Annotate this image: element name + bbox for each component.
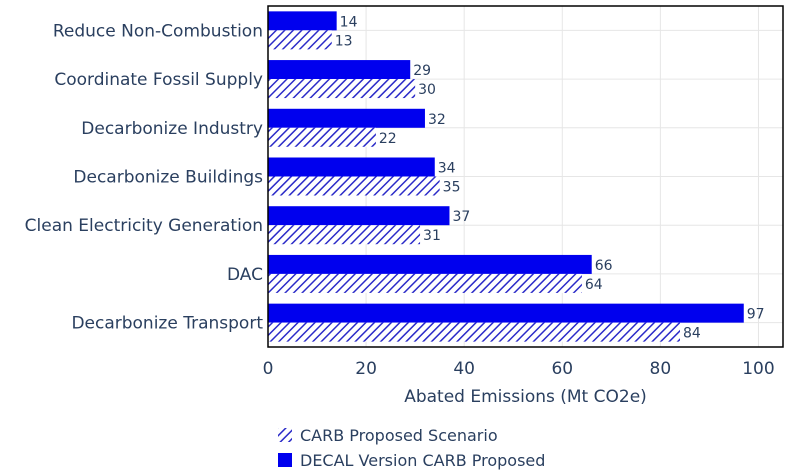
data-label: 29 xyxy=(413,63,431,79)
bar-decal xyxy=(268,206,450,226)
legend-swatch-solid xyxy=(278,453,292,467)
bar-decal xyxy=(268,303,744,323)
data-label: 66 xyxy=(595,258,613,274)
bar-decal xyxy=(268,157,435,177)
bar-decal xyxy=(268,60,411,80)
x-axis-title: Abated Emissions (Mt CO2e) xyxy=(404,387,647,407)
legend-item-carb-proposed-scenario: CARB Proposed Scenario xyxy=(278,426,498,445)
x-tick-label: 0 xyxy=(263,359,274,379)
data-label: 64 xyxy=(585,277,603,293)
data-labels: 14 13 29 30 32 22 34 35 37 31 66 64 97 84 xyxy=(335,14,765,341)
category-label: Coordinate Fossil Supply xyxy=(54,70,263,90)
bar-carb xyxy=(268,127,376,147)
bar-decal xyxy=(268,254,592,274)
data-label: 97 xyxy=(747,307,765,323)
bar-carb xyxy=(268,176,440,196)
data-label: 14 xyxy=(340,14,358,30)
category-label: Clean Electricity Generation xyxy=(25,216,263,236)
x-tick-label: 20 xyxy=(355,359,377,379)
data-label: 34 xyxy=(438,161,456,177)
bar-decal xyxy=(268,11,337,31)
bar-carb xyxy=(268,225,421,245)
category-label: DAC xyxy=(227,265,263,285)
x-tick-label: 60 xyxy=(551,359,573,379)
bar-carb xyxy=(268,30,332,50)
bar-carb xyxy=(268,273,582,293)
legend-item-decal-version-carb-proposed: DECAL Version CARB Proposed xyxy=(278,451,545,470)
data-label: 35 xyxy=(443,180,461,196)
bars xyxy=(268,11,744,342)
x-tick-label: 40 xyxy=(453,359,475,379)
data-label: 22 xyxy=(379,131,397,147)
category-label: Decarbonize Buildings xyxy=(73,168,263,188)
legend: CARB Proposed Scenario DECAL Version CAR… xyxy=(278,426,545,470)
data-label: 30 xyxy=(418,82,436,98)
category-label: Reduce Non-Combustion xyxy=(53,21,263,41)
bar-decal xyxy=(268,108,425,128)
data-label: 37 xyxy=(452,209,470,225)
category-label: Decarbonize Transport xyxy=(71,314,263,334)
bar-carb xyxy=(268,79,416,99)
x-tick-label: 100 xyxy=(742,359,774,379)
legend-label: DECAL Version CARB Proposed xyxy=(300,451,545,470)
data-label: 13 xyxy=(335,33,353,49)
category-label: Decarbonize Industry xyxy=(81,119,263,139)
data-label: 84 xyxy=(683,326,701,342)
legend-label: CARB Proposed Scenario xyxy=(300,426,498,445)
x-tick-label: 80 xyxy=(650,359,672,379)
x-tick-labels: 0 20 40 60 80 100 xyxy=(263,359,775,379)
data-label: 32 xyxy=(428,112,446,128)
plot-frame xyxy=(267,5,784,348)
data-label: 31 xyxy=(423,228,441,244)
legend-swatch-hatched xyxy=(278,428,292,442)
category-labels: Reduce Non-Combustion Coordinate Fossil S… xyxy=(25,21,264,333)
bar-carb xyxy=(268,322,680,342)
